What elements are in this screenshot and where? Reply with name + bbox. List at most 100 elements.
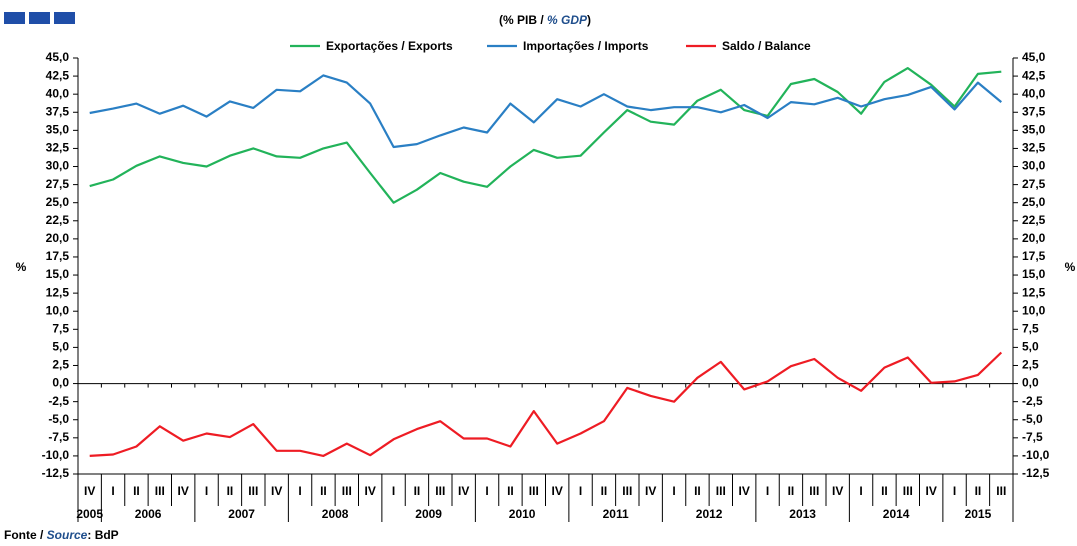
y-tick-label: 5,0 bbox=[52, 340, 69, 354]
y2-tick-label: -5,0 bbox=[1022, 412, 1043, 426]
x-tick-label: III bbox=[716, 484, 726, 498]
logo-block bbox=[54, 12, 75, 24]
y-tick-label: -12,5 bbox=[42, 466, 70, 480]
x-tick-label: IV bbox=[926, 484, 937, 498]
series-line bbox=[89, 351, 1003, 457]
x-tick-label: IV bbox=[365, 484, 376, 498]
x-tick-label: II bbox=[975, 484, 982, 498]
x-tick-label: II bbox=[320, 484, 327, 498]
y2-tick-label: 10,0 bbox=[1022, 303, 1046, 317]
y-tick-label: 10,0 bbox=[46, 303, 70, 317]
series-line bbox=[89, 74, 1003, 149]
y2-tick-label: 0,0 bbox=[1022, 376, 1039, 390]
y2-tick-label: -10,0 bbox=[1022, 448, 1050, 462]
y-tick-label: 42,5 bbox=[46, 68, 70, 82]
year-label: 2005 bbox=[76, 507, 103, 521]
y-tick-label: 37,5 bbox=[46, 104, 70, 118]
y-axis-label: % bbox=[16, 260, 27, 274]
x-tick-label: III bbox=[529, 484, 539, 498]
year-label: 2014 bbox=[883, 507, 910, 521]
year-label: 2009 bbox=[415, 507, 442, 521]
x-tick-label: III bbox=[996, 484, 1006, 498]
y-tick-label: 27,5 bbox=[46, 177, 70, 191]
x-tick-label: II bbox=[881, 484, 888, 498]
chart-subtitle: (% PIB / % GDP) bbox=[499, 13, 591, 27]
y2-axis-label: % bbox=[1065, 260, 1076, 274]
year-label: 2011 bbox=[603, 507, 629, 521]
x-tick-label: IV bbox=[84, 484, 95, 498]
series-line bbox=[89, 67, 1002, 204]
x-tick-label: III bbox=[155, 484, 165, 498]
y-tick-label: -10,0 bbox=[42, 448, 70, 462]
x-tick-label: III bbox=[435, 484, 445, 498]
legend-label: Saldo / Balance bbox=[722, 39, 811, 53]
y2-tick-label: -12,5 bbox=[1022, 466, 1050, 480]
year-label: 2006 bbox=[135, 507, 162, 521]
x-tick-label: II bbox=[601, 484, 608, 498]
logo-block bbox=[29, 12, 50, 24]
y-tick-label: 20,0 bbox=[46, 231, 70, 245]
y-tick-label: 40,0 bbox=[46, 86, 70, 100]
y2-tick-label: 20,0 bbox=[1022, 231, 1046, 245]
y2-tick-label: 12,5 bbox=[1022, 285, 1046, 299]
x-tick-label: I bbox=[111, 484, 114, 498]
x-tick-label: I bbox=[579, 484, 582, 498]
logo-block bbox=[4, 12, 25, 24]
y-tick-label: 15,0 bbox=[46, 267, 70, 281]
x-tick-label: III bbox=[342, 484, 352, 498]
x-tick-label: II bbox=[694, 484, 701, 498]
x-tick-label: I bbox=[485, 484, 488, 498]
y-tick-label: 0,0 bbox=[52, 376, 69, 390]
y-tick-label: 30,0 bbox=[46, 159, 70, 173]
year-label: 2010 bbox=[509, 507, 536, 521]
x-tick-label: III bbox=[903, 484, 913, 498]
y-tick-label: 45,0 bbox=[46, 50, 70, 64]
year-label: 2015 bbox=[965, 507, 992, 521]
y-tick-label: 12,5 bbox=[46, 285, 70, 299]
x-tick-label: I bbox=[859, 484, 862, 498]
x-tick-label: IV bbox=[178, 484, 189, 498]
x-tick-label: I bbox=[953, 484, 956, 498]
y-tick-label: -5,0 bbox=[48, 412, 69, 426]
x-tick-label: IV bbox=[458, 484, 469, 498]
year-label: 2007 bbox=[228, 507, 255, 521]
y2-tick-label: 2,5 bbox=[1022, 358, 1039, 372]
x-tick-label: I bbox=[298, 484, 301, 498]
x-tick-label: I bbox=[392, 484, 395, 498]
x-tick-label: IV bbox=[552, 484, 563, 498]
x-tick-label: II bbox=[788, 484, 795, 498]
y2-tick-label: 45,0 bbox=[1022, 50, 1046, 64]
x-tick-label: II bbox=[414, 484, 421, 498]
x-tick-label: II bbox=[507, 484, 514, 498]
y2-tick-label: 5,0 bbox=[1022, 340, 1039, 354]
y-tick-label: 17,5 bbox=[46, 249, 70, 263]
x-tick-label: I bbox=[672, 484, 675, 498]
y2-tick-label: 27,5 bbox=[1022, 177, 1046, 191]
x-tick-label: IV bbox=[271, 484, 282, 498]
x-tick-label: IV bbox=[739, 484, 750, 498]
y2-tick-label: 17,5 bbox=[1022, 249, 1046, 263]
y2-tick-label: -7,5 bbox=[1022, 430, 1043, 444]
legend-label: Exportações / Exports bbox=[326, 39, 453, 53]
y-tick-label: -7,5 bbox=[48, 430, 69, 444]
source-note: Fonte / Source: BdP bbox=[4, 528, 119, 542]
y2-tick-label: 40,0 bbox=[1022, 86, 1046, 100]
y-tick-label: -2,5 bbox=[48, 394, 69, 408]
y-tick-label: 32,5 bbox=[46, 141, 70, 155]
y2-tick-label: 35,0 bbox=[1022, 123, 1046, 137]
y2-tick-label: 15,0 bbox=[1022, 267, 1046, 281]
x-tick-label: I bbox=[205, 484, 208, 498]
x-tick-label: III bbox=[809, 484, 819, 498]
y-tick-label: 2,5 bbox=[52, 358, 69, 372]
y2-tick-label: 32,5 bbox=[1022, 141, 1046, 155]
x-tick-label: III bbox=[248, 484, 258, 498]
x-tick-label: IV bbox=[832, 484, 843, 498]
y2-tick-label: -2,5 bbox=[1022, 394, 1043, 408]
x-tick-label: III bbox=[622, 484, 632, 498]
x-tick-label: II bbox=[227, 484, 234, 498]
y2-tick-label: 42,5 bbox=[1022, 68, 1046, 82]
y2-tick-label: 37,5 bbox=[1022, 104, 1046, 118]
year-label: 2012 bbox=[696, 507, 723, 521]
y2-tick-label: 25,0 bbox=[1022, 195, 1046, 209]
